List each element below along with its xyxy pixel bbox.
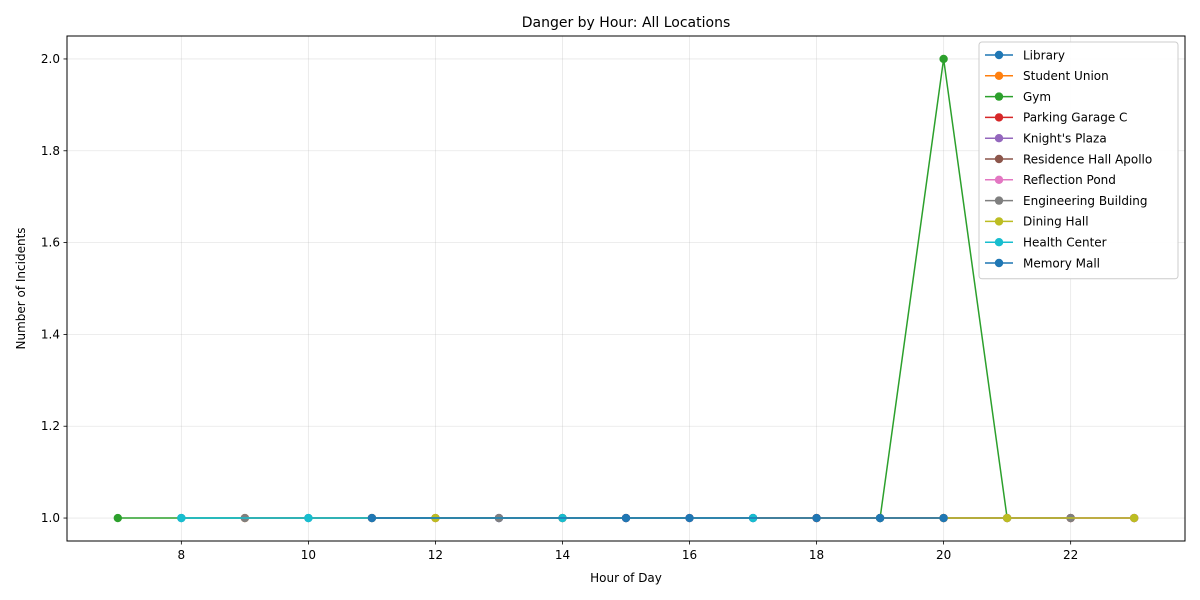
data-point	[1002, 513, 1012, 523]
legend-label: Memory Mall	[1023, 256, 1100, 270]
legend-item: Residence Hall Apollo	[985, 152, 1152, 166]
legend-label: Engineering Building	[1023, 194, 1148, 208]
legend-swatch-marker	[994, 92, 1004, 101]
legend-item: Library	[985, 48, 1065, 62]
legend-swatch-marker	[994, 113, 1004, 122]
x-axis-title: Hour of Day	[590, 571, 662, 585]
legend-label: Knight's Plaza	[1023, 132, 1107, 146]
legend-item: Student Union	[985, 69, 1109, 83]
axis-ticks: 8 10 12 14 16 18 20 22 1.0 1.2 1.4 1.6 1.8 2.0	[41, 52, 1078, 562]
x-tick-label: 20	[936, 548, 951, 562]
y-tick-label: 1.2	[41, 419, 60, 433]
y-axis-title: Number of Incidents	[14, 227, 28, 349]
legend-label: Residence Hall Apollo	[1023, 152, 1152, 166]
series-memory-mall	[367, 513, 948, 523]
x-tick-label: 16	[682, 548, 697, 562]
plot-area-frame	[66, 35, 1186, 542]
y-tick-label: 2.0	[41, 52, 60, 66]
data-point	[939, 54, 948, 64]
data-point	[875, 513, 885, 523]
data-point	[1129, 513, 1139, 523]
x-tick-label: 14	[555, 548, 570, 562]
data-point	[939, 513, 948, 523]
legend-item: Reflection Pond	[985, 173, 1116, 187]
y-tick-label: 1.4	[41, 327, 60, 341]
legend-swatch-marker	[994, 217, 1004, 226]
y-tick-label: 1.8	[41, 144, 60, 158]
x-tick-label: 18	[809, 548, 824, 562]
x-tick-label: 8	[178, 548, 186, 562]
legend-box	[978, 41, 1179, 280]
legend-label: Student Union	[1023, 69, 1109, 83]
legend-item: Knight's Plaza	[985, 132, 1107, 146]
legend-swatch-marker	[994, 71, 1004, 81]
data-point	[113, 513, 123, 523]
series-lines	[113, 54, 1139, 523]
legend-swatch-marker	[994, 196, 1004, 205]
legend-swatch-marker	[994, 238, 1004, 247]
data-point	[304, 513, 313, 523]
legend-label: Gym	[1023, 90, 1051, 104]
legend-item: Health Center	[985, 236, 1107, 250]
legend-swatch-marker	[994, 134, 1004, 143]
legend-item: Gym	[985, 90, 1051, 104]
legend-item: Memory Mall	[985, 256, 1100, 270]
legend-label: Dining Hall	[1023, 215, 1089, 229]
data-point	[621, 513, 631, 523]
data-point	[367, 513, 377, 523]
x-tick-label: 10	[301, 548, 316, 562]
data-point	[812, 513, 821, 523]
data-point	[685, 513, 694, 523]
legend-label: Reflection Pond	[1023, 173, 1116, 187]
legend-item: Parking Garage C	[985, 111, 1127, 125]
y-tick-label: 1.6	[41, 236, 60, 250]
legend-label: Library	[1023, 48, 1065, 62]
data-point	[177, 513, 186, 523]
legend-swatch-marker	[994, 175, 1004, 184]
x-tick-label: 12	[428, 548, 443, 562]
legend-label: Health Center	[1023, 236, 1107, 250]
legend-swatch-marker	[994, 154, 1004, 164]
legend: Library Student Union Gym Parking Garage C K…	[978, 41, 1179, 280]
legend-item: Engineering Building	[985, 194, 1148, 208]
legend-label: Parking Garage C	[1023, 111, 1127, 125]
x-tick-label: 22	[1063, 548, 1078, 562]
chart-title: Danger by Hour: All Locations	[522, 15, 731, 31]
legend-item: Dining Hall	[985, 215, 1089, 229]
legend-swatch-marker	[994, 258, 1004, 268]
legend-swatch-marker	[994, 50, 1004, 60]
y-tick-label: 1.0	[41, 511, 60, 525]
